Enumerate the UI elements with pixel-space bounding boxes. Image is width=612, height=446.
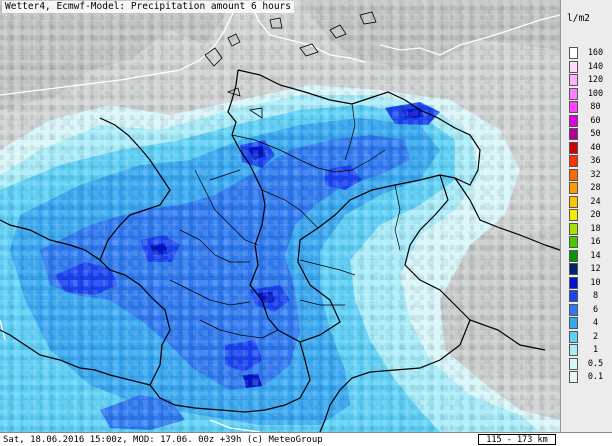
legend-swatch: [569, 209, 578, 221]
legend-swatch: [569, 114, 578, 127]
legend-swatch: [569, 317, 578, 329]
legend-label: 0.5: [587, 358, 604, 369]
legend-swatch: [569, 263, 578, 275]
legend-label: 10: [590, 277, 601, 288]
legend-label: 20: [590, 210, 601, 220]
legend-label: 1: [592, 345, 599, 355]
legend-swatch: [569, 290, 578, 302]
legend-swatch: [569, 101, 578, 113]
legend-label: 8: [592, 291, 599, 301]
legend-label: 12: [590, 264, 601, 274]
legend-swatch: [569, 128, 578, 140]
legend-swatch: [569, 303, 578, 316]
legend-label: 120: [587, 75, 604, 85]
precipitation-map: [0, 0, 560, 432]
legend-label: 36: [590, 156, 601, 166]
island-detail: [204, 11, 377, 119]
legend-label: 32: [590, 169, 601, 180]
legend-label: 80: [590, 102, 601, 112]
run-info: Sat, 18.06.2016 15:00z, MOD: 17.06. 00z …: [3, 435, 323, 445]
legend-label: 40: [590, 142, 601, 153]
legend-label: 60: [590, 115, 601, 126]
legend-label: 4: [592, 318, 599, 328]
legend-label: 18: [590, 223, 601, 234]
legend-swatch: [569, 168, 578, 181]
legend-unit: l/m2: [567, 13, 590, 24]
legend-swatch: [569, 74, 578, 86]
map-canvas: [0, 0, 560, 432]
legend-label: 140: [587, 61, 604, 72]
legend-swatch: [569, 276, 578, 289]
legend-swatch: [569, 155, 578, 167]
legend-swatch: [569, 141, 578, 154]
legend-swatch: [569, 357, 578, 370]
legend-swatch: [569, 249, 578, 262]
legend-swatch: [569, 222, 578, 235]
legend-label: 14: [590, 250, 601, 261]
legend-label: 16: [590, 237, 601, 247]
legend-label: 50: [590, 129, 601, 139]
status-footer: Sat, 18.06.2016 15:00z, MOD: 17.06. 00z …: [0, 432, 612, 446]
legend-label: 160: [587, 48, 604, 58]
legend-label: 2: [592, 331, 599, 342]
legend-swatch: [569, 330, 578, 343]
legend-label: 28: [590, 183, 601, 193]
grid-texture-fine: [0, 0, 560, 432]
legend-swatch: [569, 344, 578, 356]
legend-swatch: [569, 236, 578, 248]
legend-swatch: [569, 195, 578, 208]
legend-label: 0.1: [587, 372, 604, 382]
legend-swatch: [569, 87, 578, 100]
legend-swatch: [569, 371, 578, 383]
legend-swatch: [569, 60, 578, 73]
legend-label: 24: [590, 196, 601, 207]
precipitation-legend: l/m2 160 140 120 100 80 60 50 40 36 32 28 24 20 18 16 1…: [560, 0, 612, 432]
map-scale-box: 115 - 173 km: [478, 434, 556, 445]
legend-swatch: [569, 47, 578, 59]
coastline: [0, 0, 560, 432]
legend-label: 100: [587, 88, 604, 99]
map-title: Wetter4, Ecmwf-Model: Precipitation amou…: [2, 1, 294, 13]
legend-label: 6: [592, 304, 599, 315]
state-borders: [169, 103, 401, 339]
legend-swatch: [569, 182, 578, 194]
